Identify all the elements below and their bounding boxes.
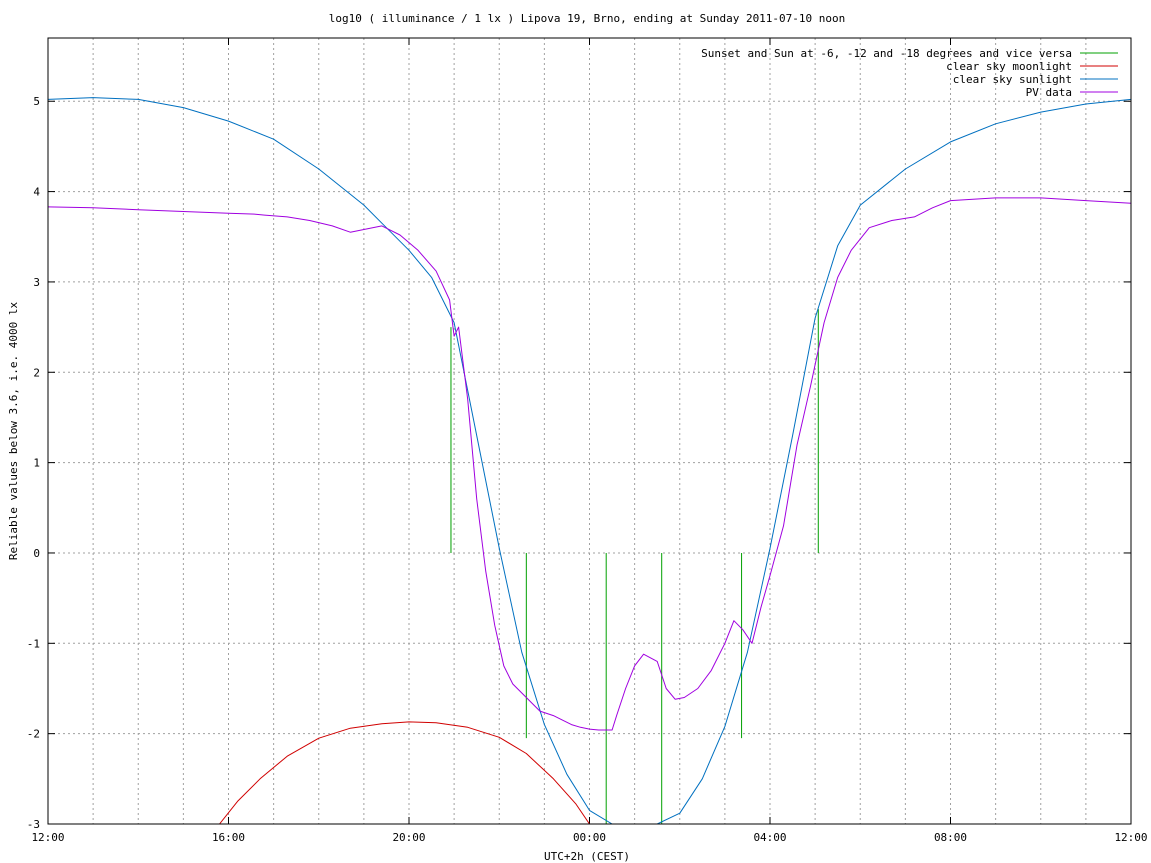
y-tick-label: 1 xyxy=(33,457,40,470)
legend-label: clear sky moonlight xyxy=(946,60,1072,73)
x-axis-ticks: 12:00 16:00 20:00 00:00 04:00 08:00 12:00 xyxy=(31,38,1148,844)
x-tick-label: 12:00 xyxy=(1114,831,1147,844)
legend-label: clear sky sunlight xyxy=(953,73,1072,86)
pv-data-line xyxy=(48,197,1131,731)
clear-sky-sunlight-line xyxy=(48,97,1131,824)
x-tick-label: 00:00 xyxy=(573,831,606,844)
legend-label: Sunset and Sun at -6, -12 and -18 degree… xyxy=(701,47,1072,60)
y-axis-label: Reliable values below 3.6, i.e. 4000 lx xyxy=(7,301,20,560)
y-tick-label: 2 xyxy=(33,366,40,379)
series-layer xyxy=(48,97,1131,824)
x-axis-label: UTC+2h (CEST) xyxy=(544,850,630,863)
legend-label: PV data xyxy=(1026,86,1072,99)
legend: Sunset and Sun at -6, -12 and -18 degree… xyxy=(701,47,1118,99)
y-tick-label: -2 xyxy=(27,728,40,741)
y-tick-label: -3 xyxy=(27,818,40,831)
clear-sky-moonlight-line xyxy=(219,721,590,824)
x-tick-label: 20:00 xyxy=(392,831,425,844)
y-tick-label: 5 xyxy=(33,95,40,108)
grid xyxy=(48,38,1131,825)
plot-frame xyxy=(47,37,1132,825)
x-tick-label: 08:00 xyxy=(934,831,967,844)
x-tick-label: 16:00 xyxy=(212,831,245,844)
chart-title: log10 ( illuminance / 1 lx ) Lipova 19, … xyxy=(329,12,846,25)
y-tick-label: 0 xyxy=(33,547,40,560)
y-tick-label: 3 xyxy=(33,276,40,289)
x-tick-label: 04:00 xyxy=(753,831,786,844)
x-tick-label: 12:00 xyxy=(31,831,64,844)
y-tick-label: -1 xyxy=(27,637,40,650)
y-tick-label: 4 xyxy=(33,186,40,199)
